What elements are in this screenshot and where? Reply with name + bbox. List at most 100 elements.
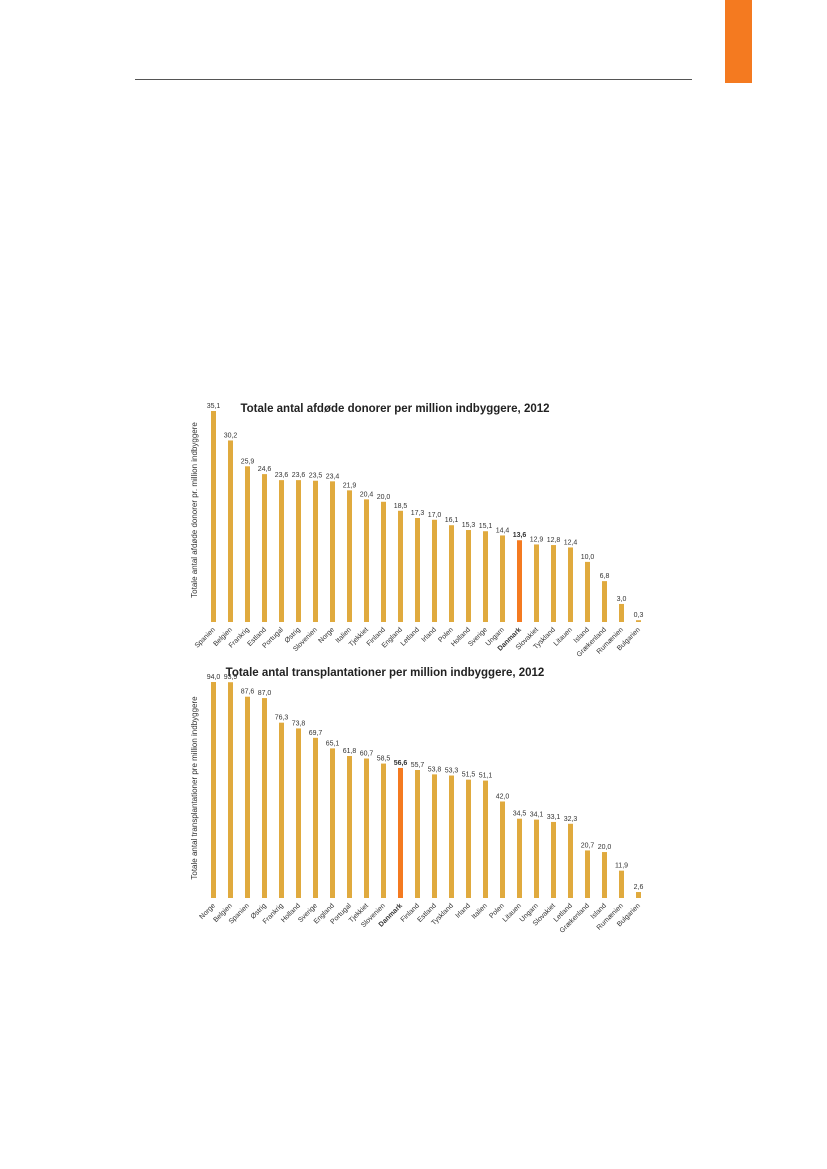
value-label: 53,3 [445, 768, 459, 775]
donor-chart-title: Totale antal afdøde donorer per million … [240, 403, 549, 415]
value-label: 12,9 [530, 536, 544, 543]
value-label: 53,8 [428, 766, 442, 773]
value-label: 69,7 [309, 730, 323, 737]
bar [500, 801, 505, 898]
value-label: 73,8 [292, 720, 306, 727]
value-label: 87,0 [258, 690, 272, 697]
donor-chart: Totale antal afdøde donorer per million … [190, 403, 644, 659]
bar [296, 480, 301, 622]
value-label: 20,7 [581, 842, 595, 849]
bar [279, 480, 284, 622]
category-label: Italien [471, 902, 489, 920]
bar [398, 510, 403, 622]
value-label: 58,5 [377, 756, 391, 763]
value-label: 93,9 [224, 674, 238, 681]
bar [449, 525, 454, 622]
bar [568, 823, 573, 898]
donor-chart-ylabel: Totale antal afdøde donorer pr. million … [190, 422, 199, 598]
value-label: 34,1 [530, 812, 544, 819]
bar [500, 535, 505, 622]
bar [483, 780, 488, 898]
value-label: 20,0 [598, 844, 612, 851]
bar [466, 779, 471, 898]
bar [347, 490, 352, 622]
bar [619, 870, 624, 898]
category-label: Irland [421, 626, 438, 643]
value-label: 17,0 [428, 512, 442, 519]
bar [313, 737, 318, 898]
bar [602, 581, 607, 622]
bar [364, 499, 369, 622]
value-label: 18,5 [394, 503, 408, 510]
bar [585, 561, 590, 622]
bar [534, 819, 539, 898]
value-label: 2,6 [634, 884, 644, 891]
value-label: 94,0 [207, 674, 221, 681]
bar [228, 440, 233, 622]
value-label: 55,7 [411, 762, 425, 769]
value-label: 56,6 [394, 760, 408, 767]
bar [432, 519, 437, 622]
bar [228, 682, 233, 898]
bar [211, 411, 216, 622]
value-label: 20,0 [377, 494, 391, 501]
value-label: 33,1 [547, 814, 561, 821]
header-rule [135, 79, 692, 80]
category-label: Spanien [194, 626, 217, 649]
value-label: 87,6 [241, 689, 255, 696]
bar [279, 722, 284, 898]
bar [483, 531, 488, 622]
transplant-chart-ylabel: Totale antal transplantationer pre milli… [190, 696, 199, 880]
value-label: 13,6 [513, 532, 527, 539]
bar [517, 818, 522, 898]
bar [313, 480, 318, 622]
value-label: 25,9 [241, 458, 255, 465]
donor-chart-bars: 35,1Spanien30,2Belgien25,9Frankrig24,6Es… [194, 403, 644, 659]
category-label: Irland [455, 902, 472, 919]
category-label: Letland [400, 626, 421, 647]
value-label: 12,4 [564, 539, 578, 546]
value-label: 15,3 [462, 522, 476, 529]
bar [551, 545, 556, 622]
category-label: Norge [317, 626, 336, 645]
transplant-chart-title: Totale antal transplantationer per milli… [226, 667, 545, 679]
value-label: 23,6 [275, 472, 289, 479]
value-label: 51,5 [462, 772, 476, 779]
transplant-chart-bars: 94,0Norge93,9Belgien87,6Spanien87,0Østri… [198, 674, 643, 935]
value-label: 20,4 [360, 491, 374, 498]
value-label: 60,7 [360, 751, 374, 758]
value-label: 23,6 [292, 472, 306, 479]
bar [347, 755, 352, 898]
bar [602, 852, 607, 898]
value-label: 17,3 [411, 510, 425, 517]
bar [381, 763, 386, 898]
value-label: 42,0 [496, 793, 510, 800]
value-label: 12,8 [547, 537, 561, 544]
bar [432, 774, 437, 898]
value-label: 14,4 [496, 527, 510, 534]
value-label: 15,1 [479, 523, 493, 530]
value-label: 65,1 [326, 740, 340, 747]
bar [551, 821, 556, 898]
bar [415, 518, 420, 622]
value-label: 0,3 [634, 612, 644, 619]
value-label: 10,0 [581, 554, 595, 561]
bar [245, 466, 250, 622]
value-label: 23,5 [309, 473, 323, 480]
value-label: 11,9 [615, 863, 628, 870]
value-label: 16,1 [445, 517, 459, 524]
value-label: 76,3 [275, 715, 289, 722]
value-label: 24,6 [258, 466, 272, 473]
bar [415, 770, 420, 898]
bar [636, 892, 641, 898]
category-label: Litauen [553, 626, 574, 647]
transplant-chart: Totale antal transplantationer per milli… [190, 667, 643, 935]
bar [330, 748, 335, 898]
value-label: 51,1 [479, 773, 493, 780]
bar [534, 544, 539, 622]
value-label: 61,8 [343, 748, 357, 755]
value-label: 30,2 [224, 432, 238, 439]
bar [619, 603, 624, 622]
bar [381, 501, 386, 622]
bar [449, 775, 454, 898]
